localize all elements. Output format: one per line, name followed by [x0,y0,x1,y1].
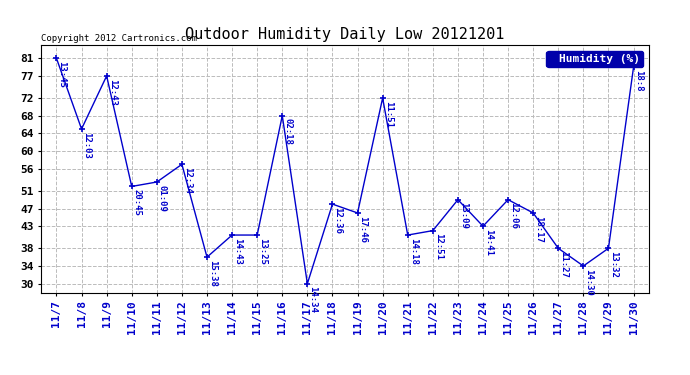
Text: 14:34: 14:34 [308,286,317,314]
Title: Outdoor Humidity Daily Low 20121201: Outdoor Humidity Daily Low 20121201 [186,27,504,42]
Text: 14:43: 14:43 [233,238,242,265]
Legend: Humidity (%): Humidity (%) [546,51,643,67]
Text: 13:25: 13:25 [258,238,267,265]
Text: 14:18: 14:18 [408,238,417,265]
Text: 13:45: 13:45 [57,61,66,88]
Text: 17:46: 17:46 [359,216,368,243]
Text: 12:51: 12:51 [434,233,443,260]
Text: 11:51: 11:51 [384,101,393,128]
Text: 18:17: 18:17 [534,216,543,243]
Text: 13:09: 13:09 [459,202,468,229]
Text: 02:18: 02:18 [284,118,293,146]
Text: Copyright 2012 Cartronics.com: Copyright 2012 Cartronics.com [41,33,197,42]
Text: 01:09: 01:09 [158,185,167,211]
Text: 12:36: 12:36 [333,207,342,234]
Text: 12:06: 12:06 [509,202,518,229]
Text: 13:32: 13:32 [609,251,618,278]
Text: 14:30: 14:30 [584,269,593,296]
Text: 12:43: 12:43 [108,79,117,106]
Text: 18:8: 18:8 [635,70,644,92]
Text: 15:38: 15:38 [208,260,217,287]
Text: 11:27: 11:27 [560,251,569,278]
Text: 12:03: 12:03 [83,132,92,159]
Text: 20:45: 20:45 [132,189,141,216]
Text: 12:34: 12:34 [183,167,192,194]
Text: 14:41: 14:41 [484,229,493,256]
